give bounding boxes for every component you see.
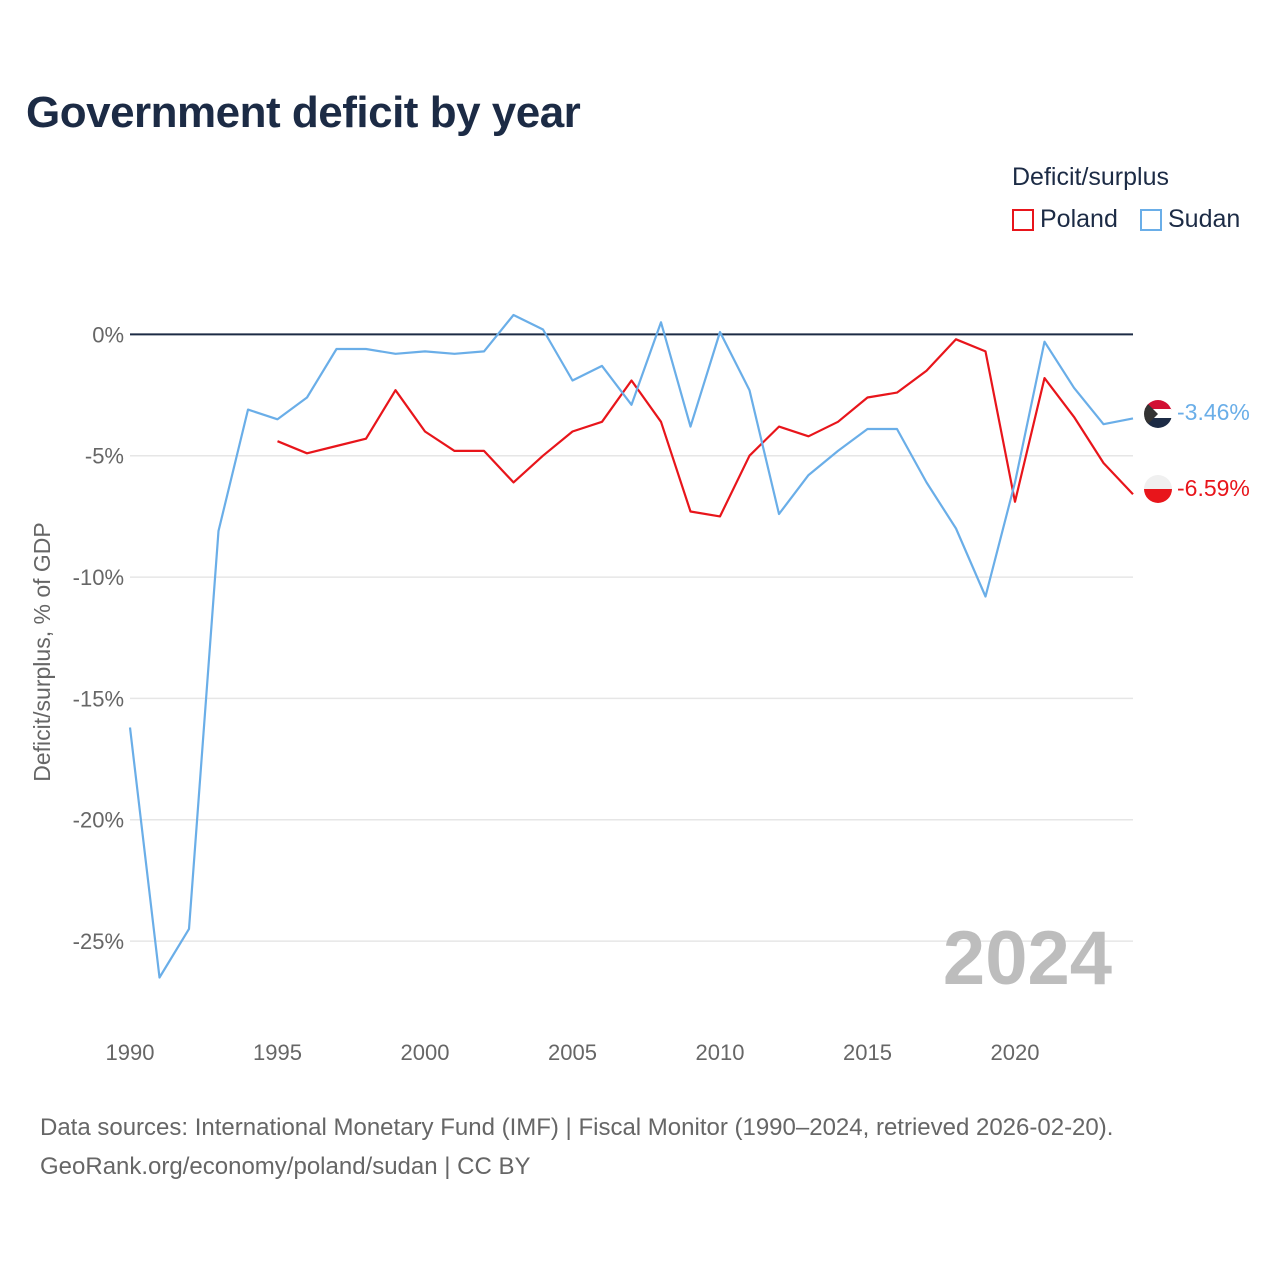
x-tick-label: 2000 <box>401 1040 450 1065</box>
series-line-sudan[interactable] <box>128 313 1134 979</box>
y-tick-label: 0% <box>92 322 124 347</box>
legend-item-poland[interactable]: Poland <box>1012 205 1118 234</box>
x-tick-label: 2020 <box>991 1040 1040 1065</box>
year-watermark: 2024 <box>943 916 1112 1001</box>
x-tick-label: 2005 <box>548 1040 597 1065</box>
legend-title: Deficit/surplus <box>1012 163 1169 191</box>
y-tick-label: -15% <box>73 686 124 711</box>
legend-item-sudan[interactable]: Sudan <box>1140 205 1240 234</box>
poland-flag-icon <box>1144 475 1172 503</box>
legend-swatch-sudan <box>1140 208 1162 231</box>
end-label-poland: -6.59% <box>1177 475 1250 501</box>
x-tick-label: 1990 <box>106 1040 155 1065</box>
series-line-poland[interactable] <box>277 338 1134 518</box>
y-tick-label: -10% <box>73 565 124 590</box>
y-tick-label: -5% <box>85 444 124 469</box>
x-tick-label: 1995 <box>253 1040 302 1065</box>
credit-line: GeoRank.org/economy/poland/sudan | CC BY <box>40 1153 531 1180</box>
y-axis-label: Deficit/surplus, % of GDP <box>29 522 55 781</box>
source-note: Data sources: International Monetary Fun… <box>40 1108 1113 1186</box>
legend-label-sudan: Sudan <box>1168 205 1241 233</box>
x-tick-label: 2015 <box>843 1040 892 1065</box>
end-label-sudan: -3.46% <box>1177 399 1250 425</box>
chart-title: Government deficit by year <box>26 88 581 137</box>
source-line: Data sources: International Monetary Fun… <box>40 1114 1114 1141</box>
line-chart: 0% -5% -10% -15% -20% -25% 1990 1995 2000 2005 20… <box>29 313 1250 1065</box>
legend-label-poland: Poland <box>1040 205 1118 233</box>
y-tick-label: -20% <box>73 808 124 833</box>
legend-swatch-poland <box>1012 208 1034 231</box>
y-tick-label: -25% <box>73 929 124 954</box>
x-tick-label: 2010 <box>696 1040 745 1065</box>
sudan-flag-icon <box>1144 400 1172 428</box>
